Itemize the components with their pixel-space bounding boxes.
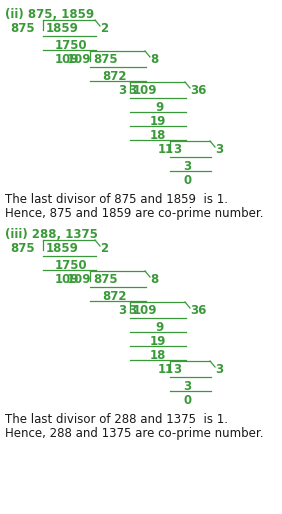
Text: 3: 3	[215, 143, 223, 156]
Text: 9: 9	[155, 101, 163, 114]
Text: 1750: 1750	[55, 259, 88, 272]
Text: 3: 3	[128, 84, 136, 97]
Text: 875: 875	[10, 22, 35, 35]
Text: 109: 109	[67, 53, 91, 66]
Text: 3: 3	[183, 380, 191, 393]
Text: 3: 3	[173, 363, 181, 376]
Text: Hence, 288 and 1375 are co-prime number.: Hence, 288 and 1375 are co-prime number.	[5, 427, 263, 440]
Text: 19: 19	[150, 115, 166, 128]
Text: 2: 2	[100, 242, 108, 255]
Text: 18: 18	[150, 129, 166, 142]
Text: 872: 872	[102, 290, 127, 303]
Text: Hence, 875 and 1859 are co-prime number.: Hence, 875 and 1859 are co-prime number.	[5, 207, 263, 220]
Text: 3: 3	[183, 160, 191, 173]
Text: 3: 3	[173, 143, 181, 156]
Text: 3: 3	[128, 304, 136, 317]
Text: 0: 0	[183, 174, 191, 187]
Text: 1: 1	[165, 143, 173, 156]
Text: 8: 8	[150, 53, 158, 66]
Text: 875: 875	[93, 273, 118, 286]
Text: 8: 8	[150, 273, 158, 286]
Text: 1750: 1750	[55, 39, 88, 52]
Text: 1859: 1859	[46, 22, 79, 35]
Text: 1859: 1859	[46, 242, 79, 255]
Text: 36: 36	[190, 304, 206, 317]
Text: 2: 2	[100, 22, 108, 35]
Text: 875: 875	[10, 242, 35, 255]
Text: 1: 1	[158, 363, 166, 376]
Text: 875: 875	[93, 53, 118, 66]
Text: 109: 109	[55, 273, 80, 286]
Text: 1: 1	[158, 143, 166, 156]
Text: 109: 109	[67, 273, 91, 286]
Text: 18: 18	[150, 349, 166, 362]
Text: (iii) 288, 1375: (iii) 288, 1375	[5, 228, 98, 241]
Text: 109: 109	[133, 304, 158, 317]
Text: (ii) 875, 1859: (ii) 875, 1859	[5, 8, 94, 21]
Text: The last divisor of 288 and 1375  is 1.: The last divisor of 288 and 1375 is 1.	[5, 413, 228, 426]
Text: The last divisor of 875 and 1859  is 1.: The last divisor of 875 and 1859 is 1.	[5, 193, 228, 206]
Text: 872: 872	[102, 70, 127, 83]
Text: 3: 3	[215, 363, 223, 376]
Text: 36: 36	[190, 84, 206, 97]
Text: 3: 3	[118, 84, 126, 97]
Text: 109: 109	[55, 53, 80, 66]
Text: 19: 19	[150, 335, 166, 348]
Text: 0: 0	[183, 394, 191, 407]
Text: 1: 1	[165, 363, 173, 376]
Text: 3: 3	[118, 304, 126, 317]
Text: 9: 9	[155, 321, 163, 334]
Text: 109: 109	[133, 84, 158, 97]
